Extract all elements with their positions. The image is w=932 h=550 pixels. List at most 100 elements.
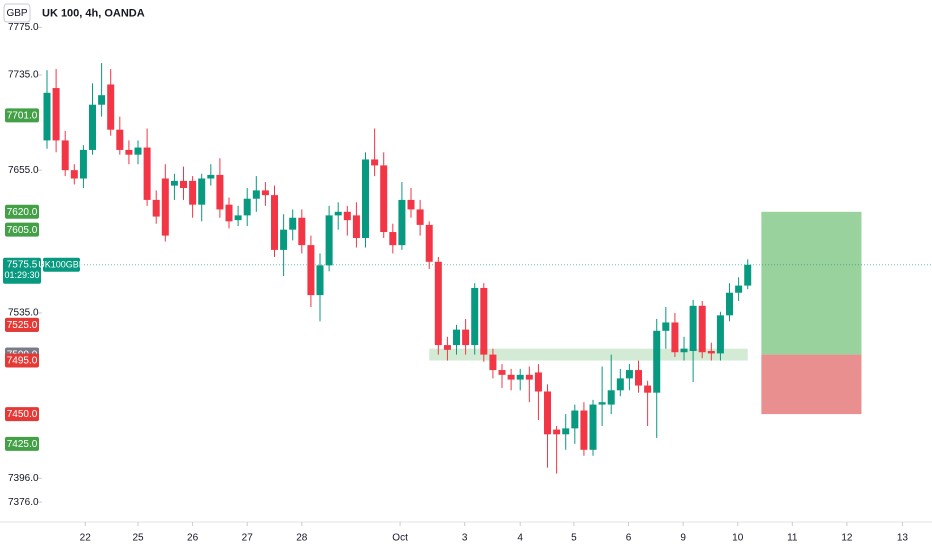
candle-body: [216, 174, 224, 210]
price-badge: [5, 317, 39, 332]
candle-body: [143, 147, 151, 200]
loss-zone: [761, 354, 862, 415]
candle-body: [389, 232, 397, 246]
candle-body: [507, 374, 515, 380]
x-tick-label: 4: [517, 533, 523, 544]
candle-body: [516, 374, 524, 380]
candle-body: [134, 147, 142, 155]
x-tick-label: 10: [732, 533, 744, 544]
candle-body: [480, 287, 488, 355]
candle-body: [180, 180, 188, 189]
price-badge-label: 7701.0: [7, 111, 38, 122]
candle-body: [161, 178, 169, 236]
currency-button[interactable]: [3, 3, 31, 23]
candle-body: [553, 429, 561, 435]
candle-body: [107, 84, 115, 130]
candle-body: [334, 211, 342, 216]
candle-body: [462, 329, 470, 346]
candle-body: [662, 322, 670, 331]
candle-body: [43, 92, 51, 141]
price-badge: [5, 108, 39, 123]
candle-body: [198, 178, 206, 205]
candle-body: [98, 95, 106, 105]
price-badge: [5, 353, 39, 368]
candle-body: [89, 104, 97, 150]
candle-body: [616, 378, 624, 391]
candle-body: [698, 305, 706, 353]
candle-body: [371, 159, 379, 166]
x-tick-label: 3: [462, 533, 468, 544]
candle-body: [343, 211, 351, 221]
x-tick-label: 25: [132, 533, 144, 544]
countdown: 01:29:30: [4, 270, 39, 280]
candle-body: [116, 129, 124, 150]
y-tick-label: 7376.0: [8, 497, 39, 508]
candle-body: [207, 174, 215, 179]
candle-body: [635, 370, 643, 386]
candle-body: [170, 180, 178, 186]
price-badge-label: 7620.0: [7, 207, 38, 218]
currency: GBP: [6, 8, 27, 19]
candle-body: [453, 329, 461, 346]
candle-body: [261, 190, 269, 196]
candle-body: [671, 322, 679, 353]
candle-body: [352, 215, 360, 238]
profit-zone: [761, 211, 862, 355]
candle-body: [425, 224, 433, 262]
x-tick-label: 28: [296, 533, 308, 544]
candle-body: [625, 370, 633, 379]
support-zone: [429, 348, 748, 361]
x-tick-label: 9: [680, 533, 686, 544]
symbol-label: UK100GBP: [38, 260, 85, 270]
candle-body: [125, 149, 133, 155]
candle-body: [398, 199, 406, 246]
candle-body: [252, 190, 260, 199]
candle-body: [498, 370, 506, 375]
price-badge-label: 7425.0: [7, 439, 38, 450]
candle-body: [716, 315, 724, 354]
candle-body: [571, 410, 579, 429]
x-tick-label: Oct: [392, 533, 408, 544]
x-tick-label: 22: [80, 533, 92, 544]
x-tick-label: 26: [187, 533, 199, 544]
candle-body: [280, 229, 288, 250]
candle-body: [471, 287, 479, 346]
price-badge: [5, 436, 39, 451]
candle-body: [243, 198, 251, 216]
candle-body: [689, 305, 697, 352]
price-badge: [5, 222, 39, 237]
candle-body: [407, 199, 415, 210]
price-badge-label: 7525.0: [7, 320, 38, 331]
candle-body: [443, 345, 451, 350]
candle-body: [707, 351, 715, 354]
price-badge-label: 7605.0: [7, 225, 38, 236]
y-tick-label: 7535.0: [8, 308, 39, 319]
candle-body: [225, 204, 233, 222]
candle-body: [653, 330, 661, 393]
candle-body: [525, 374, 533, 380]
last-price-badge: [3, 257, 41, 284]
candle-body: [152, 199, 160, 217]
price-badge: [5, 407, 39, 422]
x-tick-label: 6: [626, 533, 632, 544]
candle-body: [726, 292, 734, 316]
candle-body: [534, 372, 542, 392]
y-tick-label: 7735.0: [8, 70, 39, 81]
candle-body: [416, 209, 424, 225]
candle-body: [735, 285, 743, 293]
candle-body: [380, 165, 388, 233]
candle-body: [562, 428, 570, 435]
candle-body: [70, 170, 78, 179]
candle-body: [61, 140, 69, 171]
y-tick-label: 7396.0: [8, 473, 39, 484]
candle-body: [316, 265, 324, 296]
x-tick-label: 12: [841, 533, 853, 544]
candle-body: [271, 195, 279, 250]
candle-body: [680, 348, 688, 353]
candle-body: [489, 354, 497, 371]
x-tick-label: 27: [242, 533, 254, 544]
y-tick-label: 7775.0: [8, 22, 39, 33]
candle-body: [744, 264, 752, 286]
x-tick-label: 5: [571, 533, 577, 544]
candle-body: [434, 261, 442, 346]
